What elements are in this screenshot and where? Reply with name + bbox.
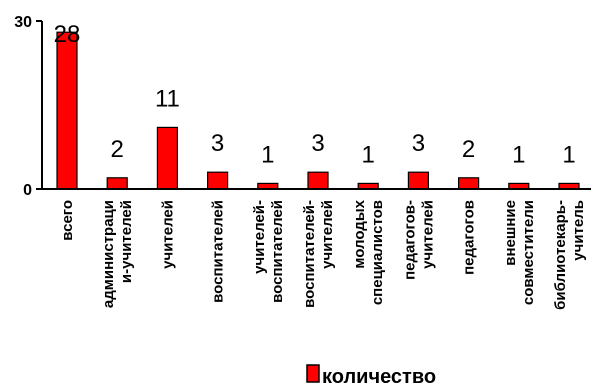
data-label-2: 11 <box>155 85 180 112</box>
y-ticks-group: 0 30 <box>14 14 42 199</box>
category-label-7: педагогов-учителей <box>401 200 436 280</box>
category-label-5-line-1: учителей <box>319 200 336 269</box>
bars-group <box>56 31 580 190</box>
bar-8 <box>458 177 480 190</box>
data-label-4: 1 <box>261 141 274 168</box>
category-label-6-line-0: молодых <box>351 199 368 268</box>
category-label-6: молодыхспециалистов <box>351 199 386 305</box>
bar-2 <box>156 126 178 190</box>
category-label-8: педагогов <box>461 200 478 275</box>
data-label-0: 28 <box>54 21 81 48</box>
bar-7 <box>407 171 429 190</box>
data-label-1: 2 <box>111 136 124 163</box>
category-label-7-line-0: педагогов- <box>401 200 418 280</box>
category-label-9-line-1: совместители <box>520 200 537 305</box>
category-label-5-line-0: воспитателей- <box>301 200 318 308</box>
category-label-5: воспитателей-учителей <box>301 200 336 308</box>
data-label-7: 3 <box>412 130 425 157</box>
bar-1 <box>106 177 128 190</box>
bar-0 <box>56 31 78 190</box>
category-label-2: учителей <box>159 200 176 269</box>
category-label-2-line-0: учителей <box>159 200 176 269</box>
data-label-8: 2 <box>462 136 475 163</box>
data-label-9: 1 <box>512 141 525 168</box>
y-tick-label-0: 0 <box>23 182 32 199</box>
legend: количество <box>306 364 436 387</box>
category-label-3: воспитателей <box>210 200 227 303</box>
category-label-4: учителей-воспитателей <box>251 200 286 303</box>
category-label-1: администрации-учителей <box>100 200 135 308</box>
data-label-5: 3 <box>311 130 324 157</box>
data-label-6: 1 <box>362 141 375 168</box>
data-label-3: 3 <box>211 130 224 157</box>
bar-5 <box>307 171 329 190</box>
y-tick-label-1: 30 <box>14 14 32 31</box>
category-label-9: внешниесовместители <box>502 200 537 305</box>
category-label-10: библиотекарь-учитель <box>552 200 587 310</box>
category-label-10-line-1: учитель <box>570 200 587 261</box>
category-label-1-line-1: и-учителей <box>118 200 135 283</box>
bar-3 <box>207 171 229 190</box>
category-label-3-line-0: воспитателей <box>210 200 227 303</box>
category-label-0-line-0: всего <box>59 200 76 241</box>
category-label-8-line-0: педагогов <box>461 200 478 275</box>
category-label-4-line-1: воспитателей <box>269 200 286 303</box>
category-label-1-line-0: администраци <box>100 200 117 308</box>
category-label-6-line-1: специалистов <box>369 200 386 305</box>
category-label-0: всего <box>59 200 76 241</box>
data-label-10: 1 <box>562 141 575 168</box>
category-label-4-line-0: учителей- <box>251 200 268 274</box>
legend-swatch <box>306 364 320 383</box>
category-label-9-line-0: внешние <box>502 200 519 266</box>
category-labels-group: всего администрации-учителей учителей воспи… <box>59 199 587 309</box>
legend-label: количество <box>322 366 436 387</box>
category-label-10-line-0: библиотекарь- <box>552 200 569 310</box>
category-label-7-line-1: учителей <box>419 200 436 269</box>
